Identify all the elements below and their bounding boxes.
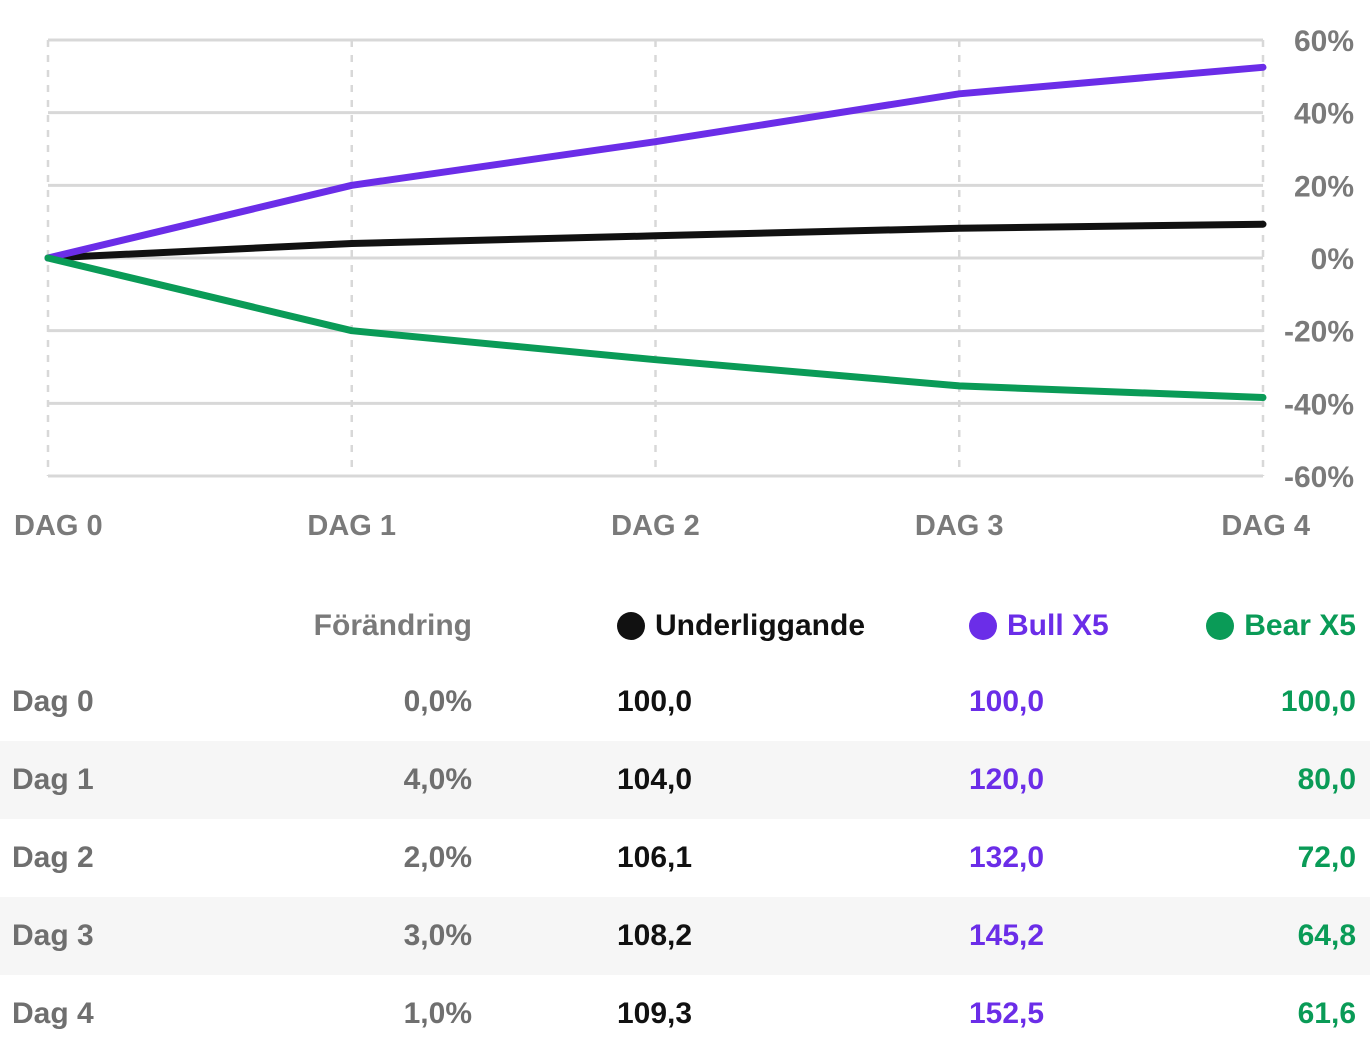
header-change: Förändring xyxy=(313,608,472,642)
y-tick-label: 20% xyxy=(1294,170,1354,203)
table-row: Dag 4 1,0% 109,3 152,5 61,6 xyxy=(0,975,1370,1053)
cell-bull: 120,0 xyxy=(969,763,1045,796)
series-line-bull xyxy=(44,63,1267,262)
cell-bear: 61,6 xyxy=(1297,997,1356,1030)
y-tick-label: 60% xyxy=(1294,25,1354,58)
y-tick-label: 40% xyxy=(1294,98,1354,131)
header-bear: Bear X5 xyxy=(1206,588,1356,663)
table-row: Dag 1 4,0% 104,0 120,0 80,0 xyxy=(0,741,1370,819)
cell-day: Dag 3 xyxy=(12,919,94,952)
cell-day: Dag 1 xyxy=(12,763,94,796)
cell-day: Dag 0 xyxy=(12,685,94,718)
x-tick-label: DAG 2 xyxy=(611,510,700,542)
cell-change: 3,0% xyxy=(403,919,472,952)
cell-underlying: 106,1 xyxy=(617,841,693,874)
cell-day: Dag 4 xyxy=(12,997,94,1030)
cell-bull: 100,0 xyxy=(969,685,1045,718)
series-line-bear xyxy=(44,254,1267,401)
cell-bear: 80,0 xyxy=(1297,763,1356,796)
cell-bear: 100,0 xyxy=(1280,685,1356,718)
y-axis-ticks: 60% 40% 20% 0% -20% -40% -60% xyxy=(1284,25,1354,494)
bear-dot-icon xyxy=(1206,611,1235,640)
y-tick-label: 0% xyxy=(1311,243,1354,276)
header-underlying-label: Underliggande xyxy=(655,608,866,642)
y-tick-label: -60% xyxy=(1284,461,1354,494)
header-bull-label: Bull X5 xyxy=(1007,608,1109,642)
x-axis-ticks: DAG 0 DAG 1 DAG 2 DAG 3 DAG 4 xyxy=(14,510,1310,542)
header-bear-label: Bear X5 xyxy=(1244,608,1356,642)
table-row: Dag 3 3,0% 108,2 145,2 64,8 xyxy=(0,897,1370,975)
header-bull: Bull X5 xyxy=(969,588,1109,663)
cell-underlying: 109,3 xyxy=(617,997,693,1030)
cell-underlying: 100,0 xyxy=(617,685,693,718)
cell-bear: 72,0 xyxy=(1297,841,1356,874)
cell-bear: 64,8 xyxy=(1297,919,1356,952)
series-line-underlying xyxy=(44,220,1267,262)
x-tick-label: DAG 1 xyxy=(307,510,396,542)
cell-bull: 152,5 xyxy=(969,997,1045,1030)
bull-dot-icon xyxy=(969,611,997,640)
series-lines xyxy=(44,63,1267,401)
table-row: Dag 2 2,0% 106,1 132,0 72,0 xyxy=(0,819,1370,897)
cell-day: Dag 2 xyxy=(12,841,94,874)
x-tick-label: DAG 4 xyxy=(1221,510,1310,542)
table-header-row: Förändring Underliggande Bull X5 Bear X5 xyxy=(0,588,1370,663)
header-underlying: Underliggande xyxy=(617,588,865,663)
underlying-dot-icon xyxy=(617,611,645,640)
cell-underlying: 104,0 xyxy=(617,763,693,796)
cell-bull: 132,0 xyxy=(969,841,1045,874)
cell-bull: 145,2 xyxy=(969,919,1045,952)
table-row: Dag 0 0,0% 100,0 100,0 100,0 xyxy=(0,663,1370,741)
cell-change: 0,0% xyxy=(403,685,472,718)
x-tick-label: DAG 0 xyxy=(14,510,103,542)
x-tick-label: DAG 3 xyxy=(915,510,1004,542)
cell-change: 4,0% xyxy=(403,763,472,796)
y-tick-label: -40% xyxy=(1284,388,1354,421)
y-tick-label: -20% xyxy=(1284,316,1354,349)
values-table: Förändring Underliggande Bull X5 Bear X5… xyxy=(0,588,1370,1053)
cell-change: 1,0% xyxy=(403,997,472,1030)
grid xyxy=(46,38,1265,478)
cell-underlying: 108,2 xyxy=(617,919,693,952)
cell-change: 2,0% xyxy=(403,841,472,874)
